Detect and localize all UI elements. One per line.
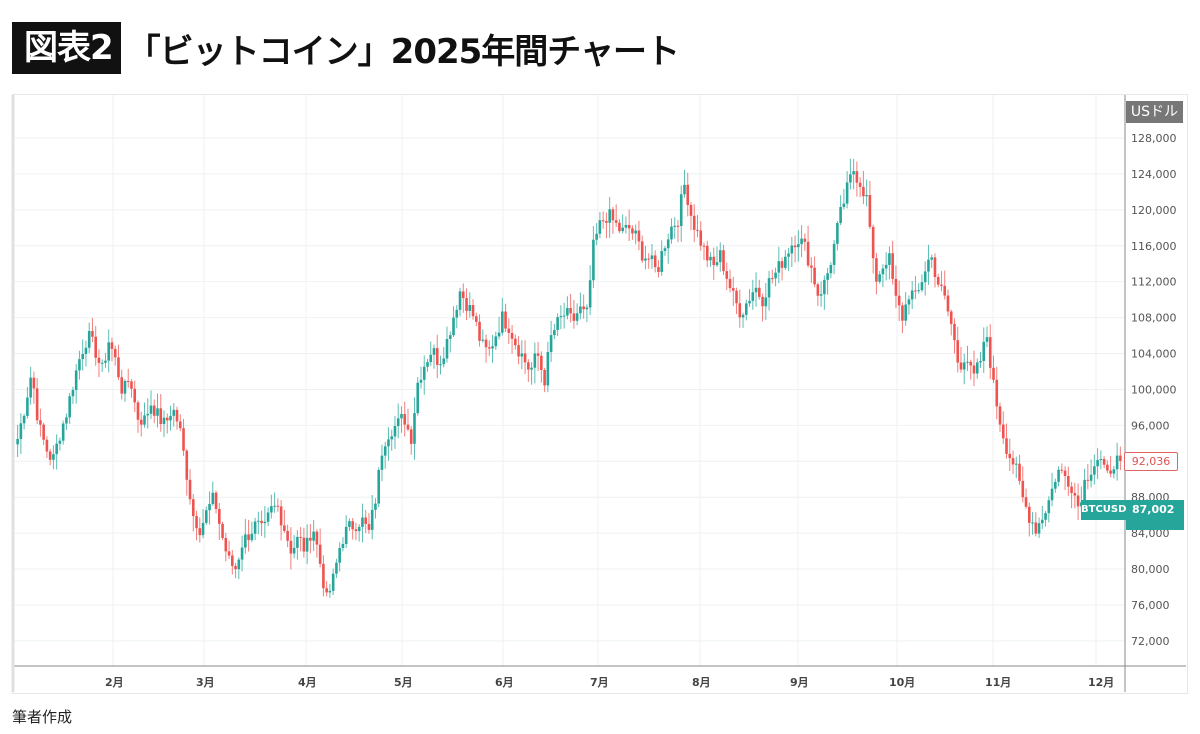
x-tick-label: 12月 bbox=[1088, 676, 1114, 689]
y-tick-label: 100,000 bbox=[1131, 383, 1177, 396]
x-tick-label: 3月 bbox=[196, 676, 215, 689]
y-tick-label: 124,000 bbox=[1131, 168, 1177, 181]
y-tick-label: 116,000 bbox=[1131, 240, 1177, 253]
source-note: 筆者作成 bbox=[12, 708, 73, 726]
y-tick-label: 112,000 bbox=[1131, 276, 1177, 289]
y-tick-label: 72,000 bbox=[1131, 635, 1170, 648]
last-price-label: 92,036 bbox=[1124, 452, 1178, 471]
x-tick-label: 4月 bbox=[298, 676, 317, 689]
symbol-price-tag: 87,002 bbox=[1126, 500, 1184, 530]
y-tick-label: 108,000 bbox=[1131, 312, 1177, 325]
candles bbox=[16, 158, 1122, 598]
x-tick-label: 5月 bbox=[394, 676, 413, 689]
grid-lines bbox=[13, 95, 1125, 666]
y-tick-label: 84,000 bbox=[1131, 527, 1170, 540]
y-tick-label: 80,000 bbox=[1131, 563, 1170, 576]
x-tick-label: 9月 bbox=[790, 676, 809, 689]
chart-title: 「ビットコイン」2025年間チャート bbox=[126, 31, 680, 72]
figure-badge: 図表2 bbox=[12, 22, 121, 74]
x-tick-label: 11月 bbox=[985, 676, 1011, 689]
axes: 128,000 124,000 120,000 116,000 112,000 108,0… bbox=[11, 95, 1186, 692]
y-tick-label: 104,000 bbox=[1131, 348, 1177, 361]
x-tick-label: 7月 bbox=[590, 676, 609, 689]
x-tick-label: 10月 bbox=[889, 676, 915, 689]
x-tick-label: 8月 bbox=[692, 676, 711, 689]
y-tick-label: 76,000 bbox=[1131, 599, 1170, 612]
x-tick-label: 6月 bbox=[495, 676, 514, 689]
y-tick-label: 128,000 bbox=[1131, 132, 1177, 145]
x-tick-label: 2月 bbox=[105, 676, 124, 689]
y-tick-label: 96,000 bbox=[1131, 419, 1170, 432]
title-row: 図表2 「ビットコイン」2025年間チャート bbox=[12, 22, 680, 74]
chart-frame bbox=[12, 94, 1188, 694]
y-tick-label: 120,000 bbox=[1131, 204, 1177, 217]
unit-label: USドル bbox=[1126, 101, 1183, 123]
symbol-tag: BTCUSD bbox=[1081, 500, 1126, 520]
